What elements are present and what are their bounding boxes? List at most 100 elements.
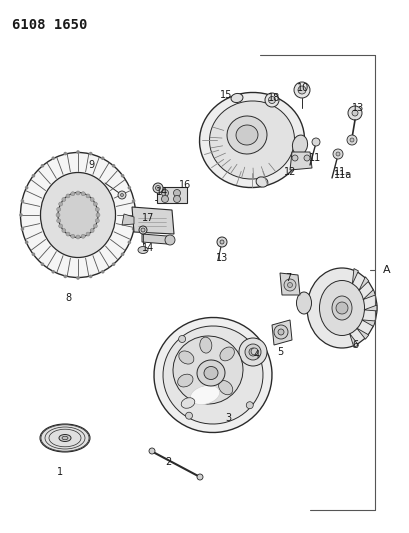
Ellipse shape xyxy=(219,347,234,361)
Circle shape xyxy=(245,344,261,360)
Circle shape xyxy=(121,253,124,256)
Circle shape xyxy=(293,82,309,98)
Circle shape xyxy=(66,194,70,198)
Text: 14: 14 xyxy=(155,187,168,197)
Ellipse shape xyxy=(209,101,294,179)
Circle shape xyxy=(277,329,283,335)
Ellipse shape xyxy=(292,135,307,155)
Circle shape xyxy=(139,226,147,234)
Circle shape xyxy=(20,227,24,231)
Circle shape xyxy=(148,448,155,454)
Circle shape xyxy=(56,207,61,211)
Polygon shape xyxy=(271,320,291,345)
Circle shape xyxy=(131,227,135,231)
Circle shape xyxy=(273,325,287,339)
Circle shape xyxy=(101,157,104,160)
Ellipse shape xyxy=(138,246,148,254)
Circle shape xyxy=(58,224,63,228)
Ellipse shape xyxy=(173,336,243,404)
Text: 4: 4 xyxy=(253,350,259,360)
Circle shape xyxy=(62,197,66,201)
Polygon shape xyxy=(362,289,374,300)
Polygon shape xyxy=(351,269,357,284)
Polygon shape xyxy=(356,328,368,339)
Text: 8: 8 xyxy=(65,293,71,303)
Polygon shape xyxy=(157,187,187,203)
Ellipse shape xyxy=(20,152,135,278)
Circle shape xyxy=(76,276,80,280)
Polygon shape xyxy=(132,207,173,234)
Circle shape xyxy=(25,240,28,244)
Text: 7: 7 xyxy=(284,273,290,283)
Circle shape xyxy=(346,135,356,145)
Circle shape xyxy=(52,157,55,160)
Ellipse shape xyxy=(218,381,232,395)
Ellipse shape xyxy=(197,386,209,402)
Text: 1: 1 xyxy=(57,467,63,477)
Text: A: A xyxy=(382,265,390,275)
Circle shape xyxy=(19,213,23,217)
Ellipse shape xyxy=(204,367,218,379)
Ellipse shape xyxy=(319,280,364,335)
Circle shape xyxy=(178,335,185,343)
Polygon shape xyxy=(361,320,374,326)
Ellipse shape xyxy=(62,436,68,440)
Circle shape xyxy=(264,93,278,107)
Ellipse shape xyxy=(197,360,225,386)
Ellipse shape xyxy=(181,398,194,408)
Circle shape xyxy=(112,164,115,167)
Circle shape xyxy=(89,274,92,278)
Circle shape xyxy=(86,232,90,236)
Circle shape xyxy=(62,229,66,232)
Text: 12: 12 xyxy=(283,167,295,177)
Circle shape xyxy=(164,235,175,245)
Circle shape xyxy=(173,190,180,197)
Circle shape xyxy=(351,110,357,116)
Text: 3: 3 xyxy=(225,413,231,423)
Circle shape xyxy=(250,348,257,355)
Polygon shape xyxy=(289,152,311,170)
Text: 6108 1650: 6108 1650 xyxy=(12,18,87,32)
Circle shape xyxy=(268,96,275,103)
Text: 2: 2 xyxy=(164,457,171,467)
Ellipse shape xyxy=(256,177,267,187)
Ellipse shape xyxy=(154,318,271,432)
Polygon shape xyxy=(142,234,166,244)
Circle shape xyxy=(311,138,319,146)
Circle shape xyxy=(112,262,115,266)
Ellipse shape xyxy=(163,326,262,424)
Circle shape xyxy=(155,185,160,190)
Circle shape xyxy=(161,196,168,203)
Text: 9: 9 xyxy=(88,160,94,170)
Circle shape xyxy=(93,202,97,206)
Ellipse shape xyxy=(236,125,257,145)
Circle shape xyxy=(133,213,137,217)
Text: 15: 15 xyxy=(219,90,231,100)
Polygon shape xyxy=(358,277,368,290)
Circle shape xyxy=(238,338,266,366)
Circle shape xyxy=(153,183,163,193)
Ellipse shape xyxy=(40,424,90,452)
Circle shape xyxy=(127,240,131,244)
Circle shape xyxy=(71,234,74,238)
Circle shape xyxy=(101,270,104,273)
Ellipse shape xyxy=(178,351,193,364)
Ellipse shape xyxy=(199,337,211,353)
Text: 13: 13 xyxy=(216,253,227,263)
Circle shape xyxy=(349,138,353,142)
Ellipse shape xyxy=(296,292,311,314)
Circle shape xyxy=(196,474,202,480)
Circle shape xyxy=(81,192,85,196)
Ellipse shape xyxy=(306,268,376,348)
Circle shape xyxy=(76,150,80,154)
Ellipse shape xyxy=(190,385,219,405)
Circle shape xyxy=(173,196,180,203)
Polygon shape xyxy=(363,305,376,311)
Circle shape xyxy=(248,348,256,356)
Circle shape xyxy=(90,229,94,232)
Circle shape xyxy=(56,219,61,223)
Circle shape xyxy=(332,149,342,159)
Circle shape xyxy=(161,190,168,197)
Circle shape xyxy=(120,193,123,197)
Circle shape xyxy=(96,213,100,217)
